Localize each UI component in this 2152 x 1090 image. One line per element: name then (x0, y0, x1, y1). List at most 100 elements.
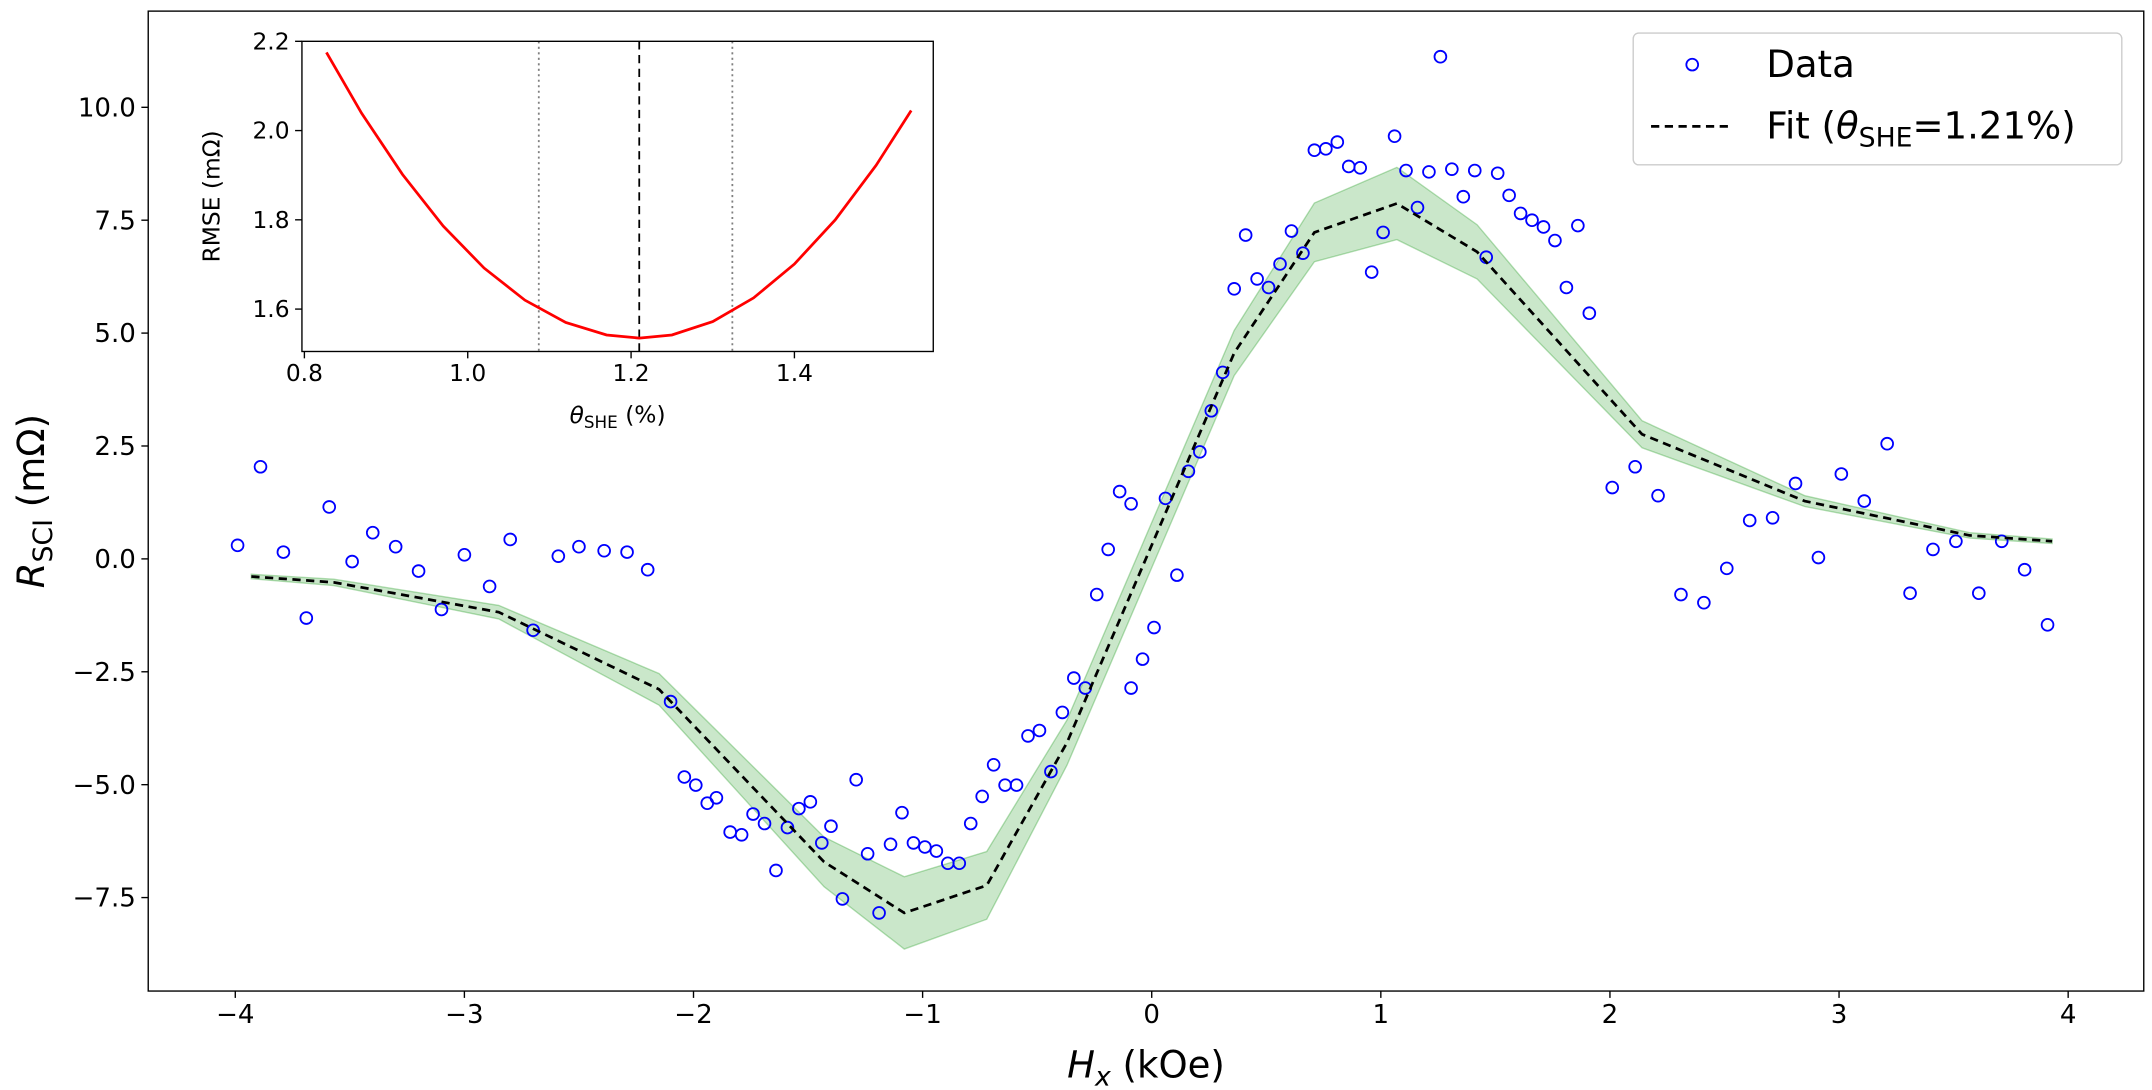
data-point (1994, 534, 2009, 549)
data-point (2040, 618, 2055, 632)
data-point (1170, 568, 1184, 582)
data-point (1284, 224, 1299, 238)
data-point (1628, 459, 1642, 474)
data-point (1387, 129, 1402, 143)
data-point (276, 545, 291, 559)
data-point (1250, 272, 1264, 286)
rmse-curve (325, 51, 913, 340)
data-point (1330, 135, 1345, 149)
x-axis-label-part: x (1094, 1062, 1111, 1090)
y-tick-label: 2.5 (94, 432, 135, 462)
data-point (803, 795, 818, 809)
x-tick-label: −3 (445, 1000, 483, 1030)
data-point (1513, 206, 1528, 221)
data-point (1147, 620, 1161, 635)
data-point (1949, 534, 1963, 549)
data-point (1376, 225, 1390, 240)
data-point (1101, 542, 1115, 557)
data-point (1067, 671, 1081, 685)
y-tick-label: −2.5 (73, 658, 136, 688)
data-point (1742, 513, 1757, 528)
data-point (1502, 188, 1516, 203)
x-tick-label: 0.8 (286, 359, 323, 387)
data-point (1410, 200, 1425, 215)
y-tick-label: −7.5 (73, 884, 136, 914)
data-point (1422, 165, 1436, 179)
data-point (597, 543, 611, 558)
x-tick-label: 4 (2060, 1000, 2077, 1030)
y-tick-label: 2.0 (252, 117, 289, 145)
inset-y-label-part: RMSE (mΩ) (198, 130, 226, 262)
data-point (1353, 161, 1368, 175)
x-tick-label: −2 (674, 1000, 712, 1030)
x-tick-label: 1.2 (613, 359, 650, 387)
data-point (1089, 587, 1104, 602)
y-tick-label: 1.8 (252, 206, 289, 234)
data-point (503, 532, 518, 547)
data-point (1273, 257, 1287, 271)
y-tick-label: 7.5 (94, 206, 135, 236)
y-axis-label-part: R (10, 562, 53, 588)
data-point (975, 789, 989, 804)
inset-background (301, 41, 934, 352)
legend-label-part: SHE (1859, 123, 1913, 154)
data-point (1674, 587, 1688, 602)
data-point (1399, 163, 1413, 178)
data-point (824, 819, 838, 834)
inset-x-label-part: (%) (618, 401, 666, 429)
data-point (1765, 510, 1780, 525)
data-point (551, 549, 566, 563)
data-point (1112, 484, 1127, 499)
data-point (963, 816, 978, 831)
data-point (299, 611, 314, 625)
data-point (1926, 542, 1940, 557)
data-point (689, 778, 703, 792)
data-point (1582, 306, 1597, 321)
data-point (1215, 365, 1230, 380)
data-point (253, 459, 268, 474)
data-point (1193, 445, 1207, 459)
legend-label-part: θ (1836, 105, 1859, 148)
data-point (1319, 142, 1333, 156)
data-point (640, 562, 655, 577)
data-point (906, 836, 921, 850)
data-point (620, 545, 634, 559)
x-tick-label: 3 (1831, 1000, 1848, 1030)
y-tick-label: 2.2 (252, 27, 289, 55)
data-point (322, 500, 337, 514)
x-tick-label: 2 (1602, 1000, 1619, 1030)
data-point (757, 816, 772, 831)
data-point (1227, 282, 1241, 296)
legend-marker (1685, 57, 1700, 72)
data-point (1972, 586, 1986, 600)
data-point (345, 554, 359, 569)
data-point (929, 844, 944, 858)
data-point (769, 863, 783, 878)
x-axis-label-part: H (1067, 1044, 1095, 1087)
data-point (1571, 218, 1585, 233)
data-point (1651, 488, 1665, 503)
data-point (434, 602, 449, 617)
legend-label: Data (1766, 43, 1854, 86)
data-point (1032, 723, 1047, 738)
data-point (1296, 246, 1310, 260)
data-point (1261, 280, 1276, 295)
x-axis-label: Hx (kOe) (1067, 1043, 1225, 1090)
data-point (1124, 681, 1138, 695)
legend-label-part: Fit ( (1766, 105, 1836, 148)
data-point (746, 807, 760, 821)
data-point (952, 856, 967, 871)
y-tick-label: 5.0 (94, 319, 135, 349)
data-point (1445, 162, 1459, 176)
data-point (1719, 561, 1734, 576)
confidence-band (250, 166, 2053, 950)
x-axis-label-part: (kOe) (1111, 1043, 1225, 1086)
fit-line (251, 201, 2053, 915)
data-point (792, 801, 806, 816)
data-point (365, 525, 380, 540)
data-point (734, 828, 749, 842)
data-point (835, 892, 850, 906)
data-point (780, 820, 795, 835)
data-point (1433, 49, 1448, 64)
